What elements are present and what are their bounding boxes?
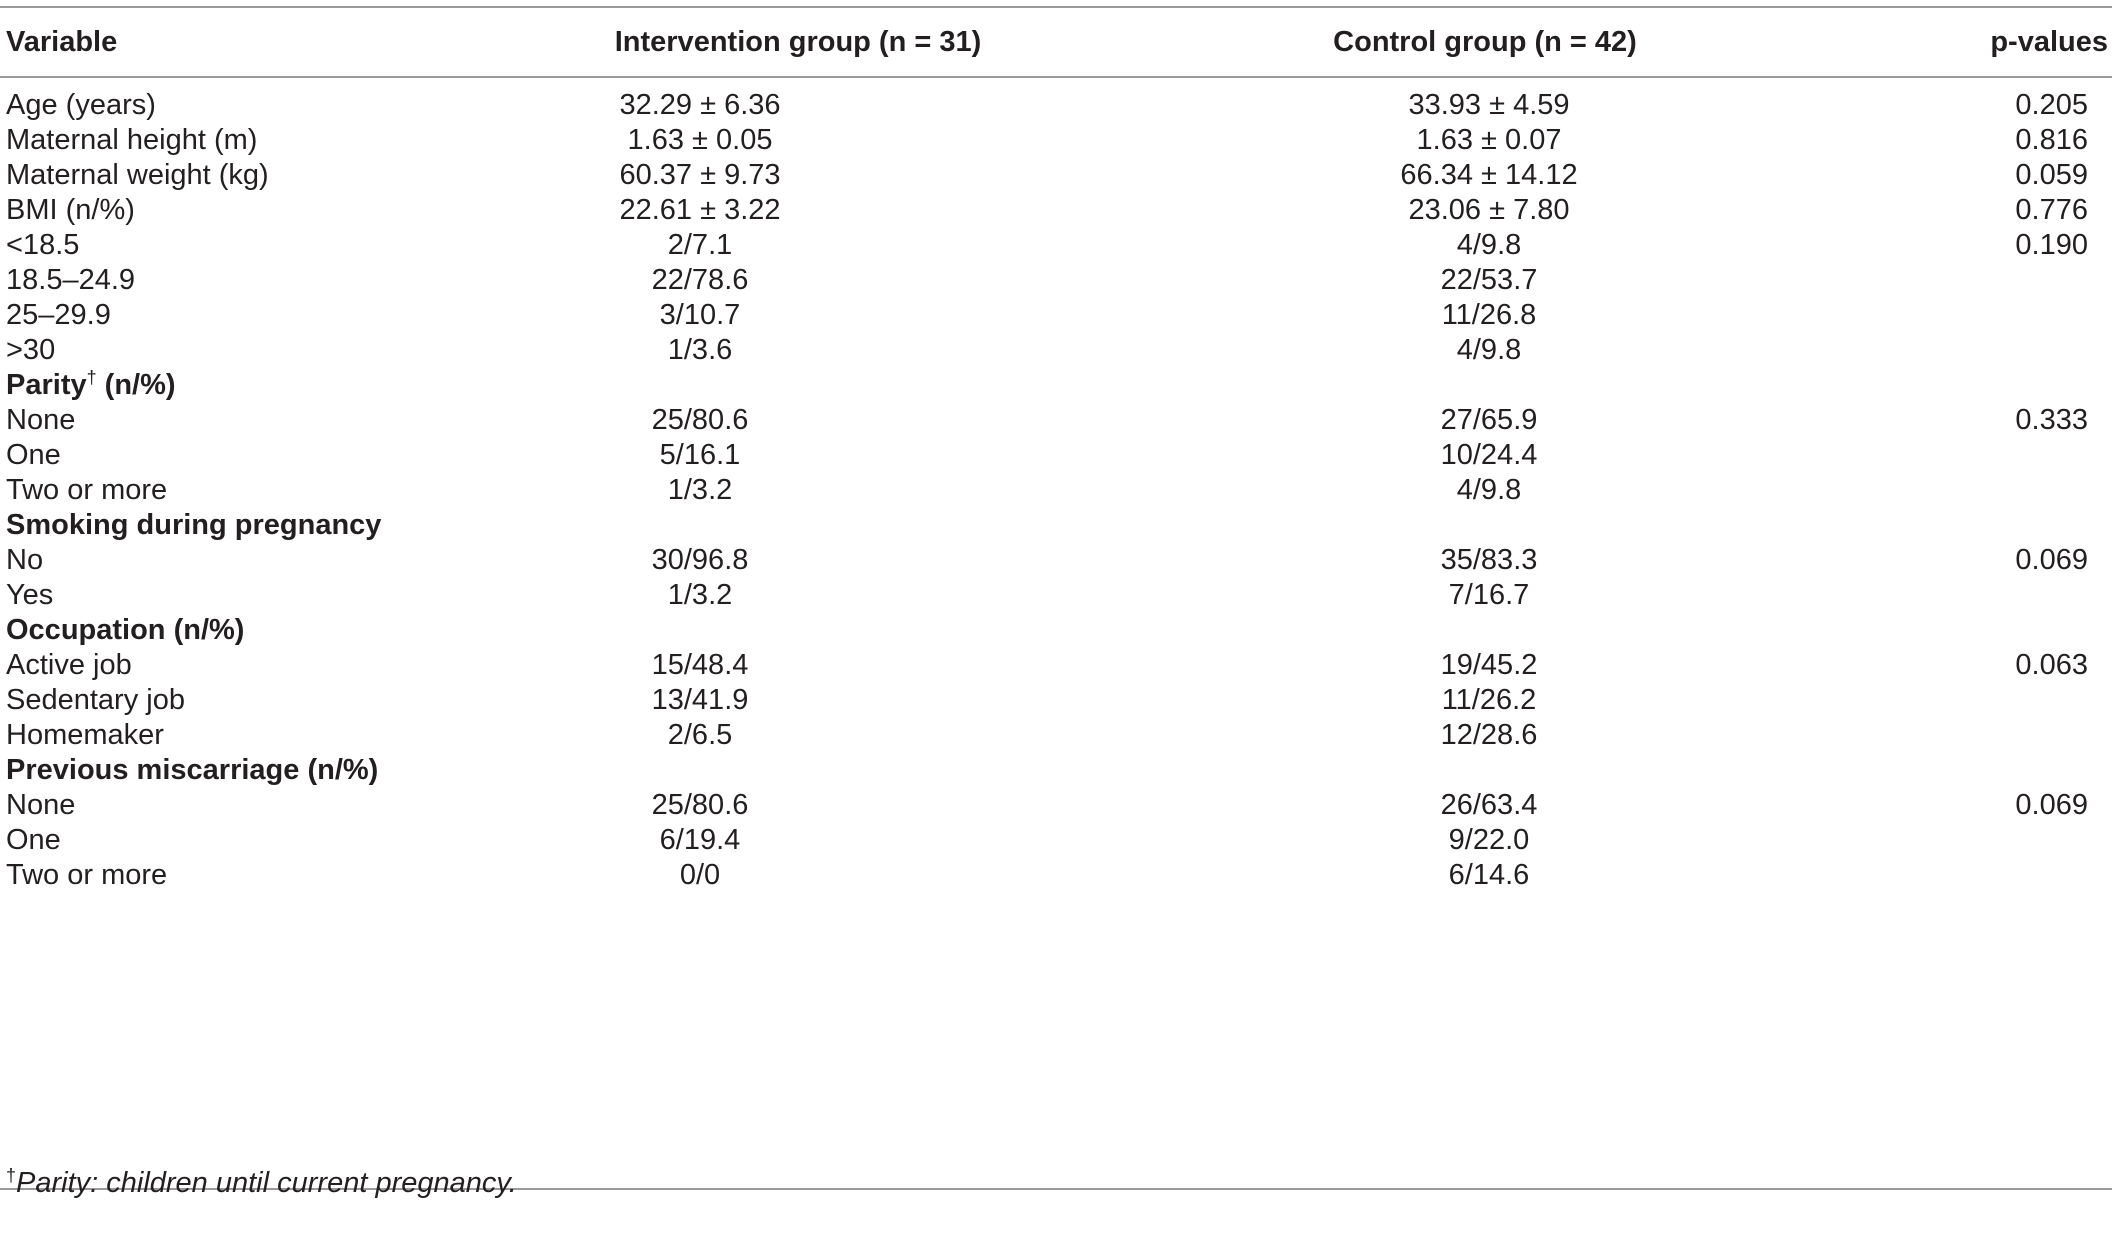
table-row: BMI (n/%) 22.61 ± 3.22 23.06 ± 7.80 0.776 — [0, 187, 2112, 234]
table-bottom-rule — [0, 1188, 2112, 1190]
table-row: Two or more 0/0 6/14.6 — [0, 852, 2112, 899]
table-row: 25–29.9 3/10.7 11/26.8 — [0, 292, 2112, 339]
table-row: None 25/80.6 27/65.9 0.333 — [0, 397, 2112, 444]
pvalue-cell: 0.063 — [2015, 649, 2088, 681]
table-top-rule — [0, 6, 2112, 8]
pvalue-cell: 0.190 — [2015, 229, 2088, 261]
variable-cell: Yes — [6, 579, 54, 611]
section-label: Parity† (n/%) — [6, 367, 176, 401]
footnote-mark: † — [6, 1165, 17, 1186]
table-section-row: Occupation (n/%) — [0, 607, 2112, 654]
table-row: 18.5–24.9 22/78.6 22/53.7 — [0, 257, 2112, 304]
table-section-row: Smoking during pregnancy — [0, 502, 2112, 549]
table-row: Maternal height (m) 1.63 ± 0.05 1.63 ± 0.0… — [0, 117, 2112, 164]
table-section-row: Parity† (n/%) — [0, 362, 2112, 409]
table-section-row: Previous miscarriage (n/%) — [0, 747, 2112, 794]
table-row: Two or more 1/3.2 4/9.8 — [0, 467, 2112, 514]
variable-cell: BMI (n/%) — [6, 194, 135, 226]
table-header-rule — [0, 76, 2112, 78]
footnote-text: Parity: children until current pregnancy… — [16, 1167, 517, 1199]
table-row: Active job 15/48.4 19/45.2 0.063 — [0, 642, 2112, 689]
table-row: Yes 1/3.2 7/16.7 — [0, 572, 2112, 619]
variable-cell: No — [6, 544, 44, 576]
header-pvalues: p-values — [1990, 26, 2108, 58]
table-row: Age (years) 32.29 ± 6.36 33.93 ± 4.59 0.205 — [0, 82, 2112, 129]
section-label: Previous miscarriage (n/%) — [6, 754, 379, 786]
section-label: Smoking during pregnancy — [6, 509, 382, 541]
variable-cell: None — [6, 789, 76, 821]
variable-cell: Maternal weight (kg) — [6, 159, 269, 191]
table-row: <18.5 2/7.1 4/9.8 0.190 — [0, 222, 2112, 269]
variable-cell: 25–29.9 — [6, 299, 111, 331]
pvalue-cell: 0.069 — [2015, 789, 2088, 821]
variable-cell: <18.5 — [6, 229, 80, 261]
table-header-row: Variable Intervention group (n = 31) Con… — [0, 17, 2112, 67]
variable-cell: Active job — [6, 649, 132, 681]
pvalue-cell: 0.205 — [2015, 89, 2088, 121]
header-variable: Variable — [6, 26, 118, 58]
table-row: One 5/16.1 10/24.4 — [0, 432, 2112, 479]
table-row: None 25/80.6 26/63.4 0.069 — [0, 782, 2112, 829]
variable-cell: Two or more — [6, 859, 168, 891]
pvalue-cell: 0.776 — [2015, 194, 2088, 226]
variable-cell: Sedentary job — [6, 684, 185, 716]
variable-cell: One — [6, 824, 61, 856]
variable-cell: 18.5–24.9 — [6, 264, 136, 296]
footnote-reference-mark: † — [86, 367, 97, 388]
variable-cell: >30 — [6, 334, 56, 366]
pvalue-cell: 0.059 — [2015, 159, 2088, 191]
table-row: No 30/96.8 35/83.3 0.069 — [0, 537, 2112, 584]
variable-cell: None — [6, 404, 76, 436]
table-row: >30 1/3.6 4/9.8 — [0, 327, 2112, 374]
pvalue-cell: 0.069 — [2015, 544, 2088, 576]
variable-cell: Two or more — [6, 474, 168, 506]
table-row: Maternal weight (kg) 60.37 ± 9.73 66.34 ± … — [0, 152, 2112, 199]
pvalue-cell: 0.333 — [2015, 404, 2088, 436]
variable-cell: Maternal height (m) — [6, 124, 258, 156]
variable-cell: Age (years) — [6, 89, 156, 121]
table-row: Homemaker 2/6.5 12/28.6 — [0, 712, 2112, 759]
table-row: One 6/19.4 9/22.0 — [0, 817, 2112, 864]
pvalue-cell: 0.816 — [2015, 124, 2088, 156]
table-footnote: †Parity: children until current pregnanc… — [6, 1160, 517, 1207]
variable-cell: One — [6, 439, 61, 471]
variable-cell: Homemaker — [6, 719, 164, 751]
section-label: Occupation (n/%) — [6, 614, 245, 646]
table-row: Sedentary job 13/41.9 11/26.2 — [0, 677, 2112, 724]
